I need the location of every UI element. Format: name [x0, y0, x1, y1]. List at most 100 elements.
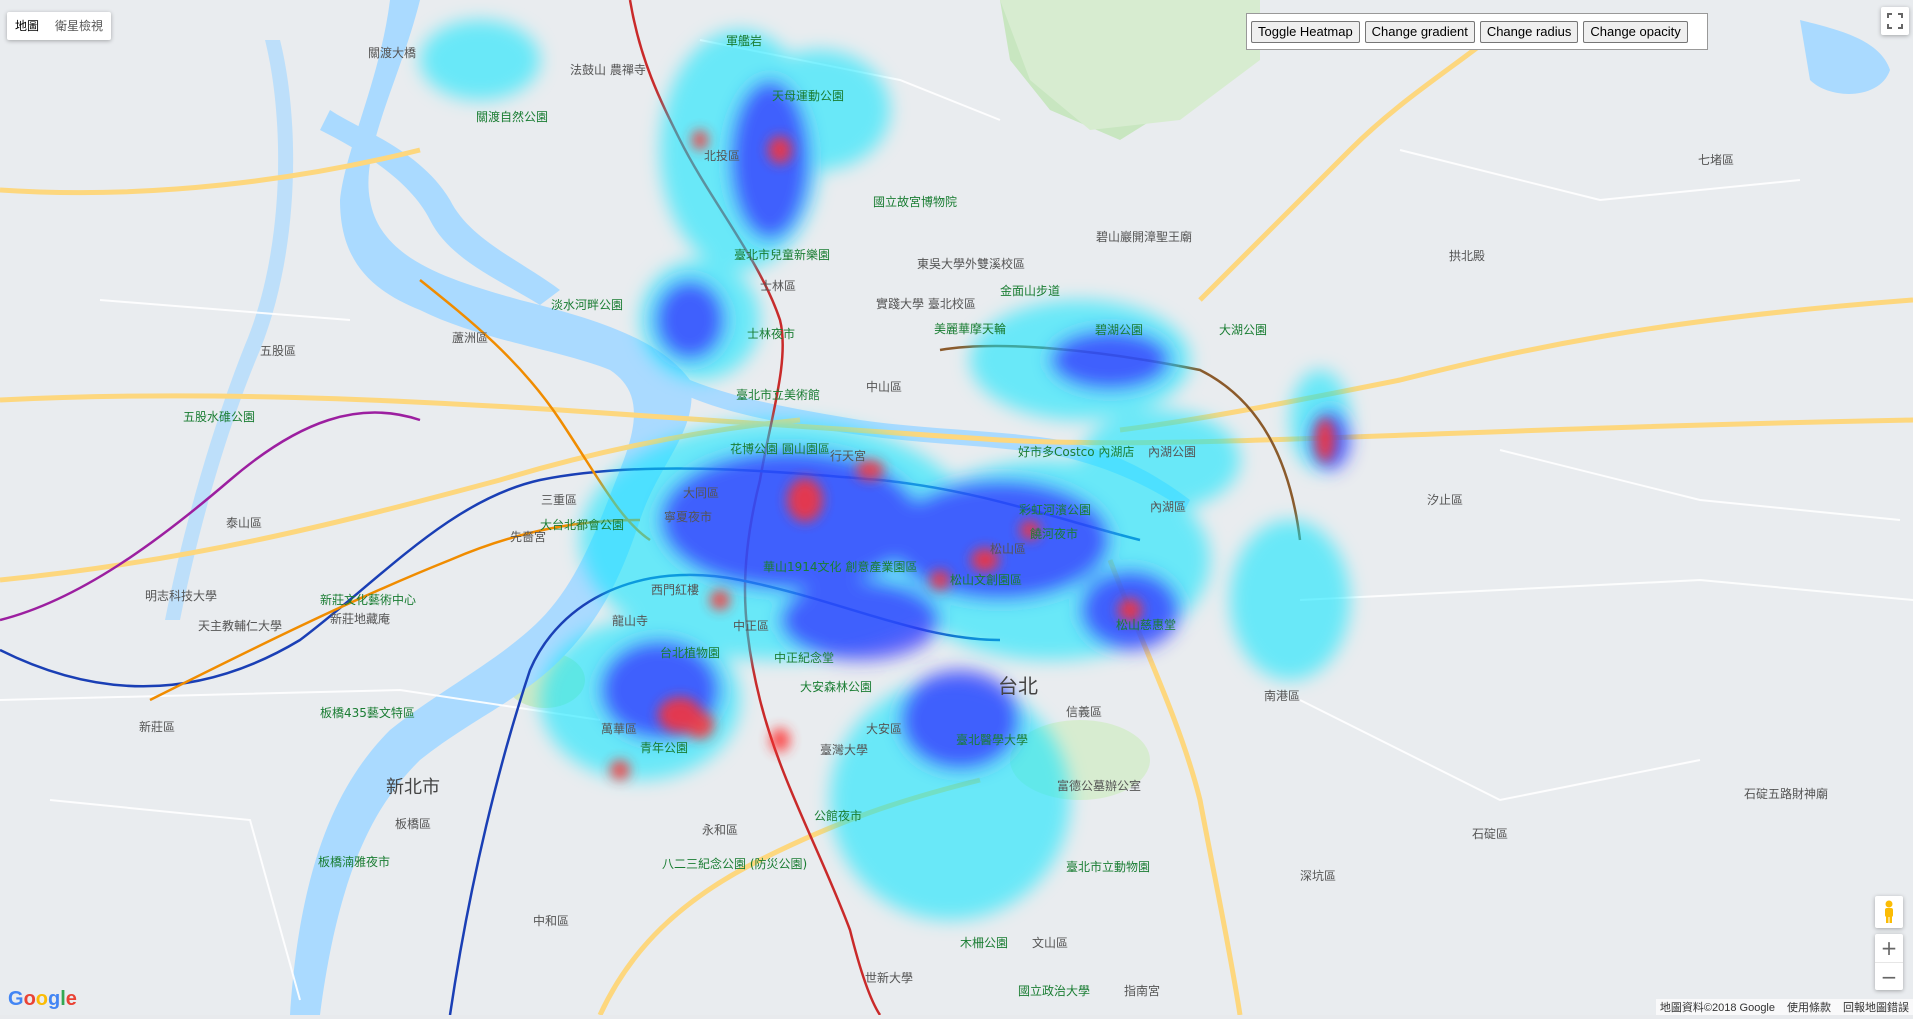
svg-text:五股水碓公園: 五股水碓公園	[183, 409, 255, 424]
svg-text:北投區: 北投區	[704, 148, 740, 163]
svg-text:軍艦岩: 軍艦岩	[726, 33, 762, 48]
google-logo: Google	[8, 988, 77, 1010]
svg-text:明志科技大學: 明志科技大學	[145, 589, 217, 603]
svg-text:大同區: 大同區	[683, 486, 719, 500]
terms-link[interactable]: 使用條款	[1787, 1002, 1831, 1014]
svg-text:士林區: 士林區	[760, 279, 796, 293]
svg-text:中正紀念堂: 中正紀念堂	[774, 650, 834, 665]
zoom-in-button[interactable]: +	[1875, 934, 1903, 963]
svg-text:臺北市立動物園: 臺北市立動物園	[1066, 859, 1150, 874]
svg-text:臺灣大學: 臺灣大學	[820, 742, 868, 757]
svg-text:西門紅樓: 西門紅樓	[651, 582, 699, 597]
svg-text:國立故宮博物院: 國立故宮博物院	[873, 194, 957, 209]
svg-text:松山文創園區: 松山文創園區	[950, 572, 1022, 587]
svg-text:關渡自然公園: 關渡自然公園	[476, 109, 548, 124]
change-opacity-button[interactable]: Change opacity	[1583, 20, 1688, 43]
svg-text:天母運動公園: 天母運動公園	[772, 89, 844, 103]
svg-text:內湖公園: 內湖公園	[1148, 444, 1196, 459]
place-labels: 關渡大橋 關渡自然公園 法鼓山 農禪寺 軍艦岩 天母運動公園 北投區 國立故宮博…	[139, 33, 1828, 998]
change-gradient-button[interactable]: Change gradient	[1364, 20, 1475, 43]
svg-text:台北植物園: 台北植物園	[660, 645, 720, 660]
svg-text:大安森林公園: 大安森林公園	[800, 679, 872, 694]
river-tamsui	[290, 0, 692, 1015]
svg-text:新莊區: 新莊區	[139, 719, 175, 734]
report-link[interactable]: 回報地圖錯誤	[1843, 1002, 1909, 1014]
svg-text:東吳大學外雙溪校區: 東吳大學外雙溪校區	[917, 256, 1025, 271]
svg-text:石碇五路財神廟: 石碇五路財神廟	[1744, 786, 1828, 801]
svg-text:中山區: 中山區	[866, 379, 902, 394]
svg-text:內湖區: 內湖區	[1150, 499, 1186, 514]
map-footer: 地圖資料©2018 Google 使用條款 回報地圖錯誤	[1655, 999, 1913, 1015]
toggle-heatmap-button[interactable]: Toggle Heatmap	[1251, 20, 1360, 43]
svg-text:龍山寺: 龍山寺	[612, 613, 648, 628]
svg-text:碧山巖開漳聖王廟: 碧山巖開漳聖王廟	[1096, 229, 1192, 244]
heatmap-layer	[420, 20, 1350, 920]
svg-text:好市多Costco 內湖店: 好市多Costco 內湖店	[1018, 444, 1134, 459]
svg-text:富德公墓辦公室: 富德公墓辦公室	[1057, 778, 1141, 793]
svg-text:先嗇宮: 先嗇宮	[510, 529, 546, 544]
svg-text:信義區: 信義區	[1066, 704, 1102, 719]
svg-text:板橋區: 板橋區	[395, 817, 431, 831]
svg-text:泰山區: 泰山區	[226, 516, 262, 530]
svg-text:士林夜市: 士林夜市	[747, 326, 795, 341]
river-keelung-east	[685, 380, 1190, 510]
zoom-control: + −	[1875, 934, 1903, 990]
zoom-out-button[interactable]: −	[1880, 965, 1898, 989]
svg-text:行天宮: 行天宮	[830, 448, 866, 463]
svg-text:臺北醫學大學: 臺北醫學大學	[956, 732, 1028, 747]
svg-text:台北: 台北	[998, 674, 1038, 698]
svg-text:三重區: 三重區	[541, 493, 577, 507]
svg-text:臺北市立美術館: 臺北市立美術館	[736, 387, 820, 402]
svg-text:新北市: 新北市	[386, 777, 440, 798]
svg-text:美麗華摩天輪: 美麗華摩天輪	[934, 321, 1006, 336]
fullscreen-button[interactable]	[1881, 7, 1909, 35]
fullscreen-icon	[1887, 13, 1903, 29]
attribution: 地圖資料©2018 Google	[1659, 1002, 1775, 1014]
svg-text:世新大學: 世新大學	[865, 970, 913, 985]
svg-text:指南宮: 指南宮	[1124, 983, 1160, 998]
svg-text:公館夜市: 公館夜市	[814, 808, 862, 823]
reservoir	[1800, 20, 1890, 94]
svg-text:松山慈惠堂: 松山慈惠堂	[1116, 617, 1176, 632]
svg-text:大台北都會公園: 大台北都會公園	[540, 517, 624, 532]
svg-text:法鼓山 農禪寺: 法鼓山 農禪寺	[570, 62, 646, 77]
svg-text:拱北殿: 拱北殿	[1449, 249, 1485, 263]
svg-text:天主教輔仁大學: 天主教輔仁大學	[198, 618, 282, 633]
svg-text:新莊文化藝術中心: 新莊文化藝術中心	[320, 592, 416, 607]
satellite-button[interactable]: 衛星檢視	[55, 19, 104, 33]
map-button[interactable]: 地圖	[15, 19, 40, 33]
svg-text:蘆洲區: 蘆洲區	[452, 331, 488, 345]
svg-text:新莊地藏庵: 新莊地藏庵	[330, 611, 390, 626]
svg-text:大湖公園: 大湖公園	[1219, 322, 1267, 337]
svg-text:關渡大橋: 關渡大橋	[368, 45, 416, 60]
svg-text:汐止區: 汐止區	[1427, 492, 1463, 507]
svg-text:寧夏夜市: 寧夏夜市	[664, 509, 712, 524]
svg-text:中正區: 中正區	[733, 618, 769, 633]
svg-text:八二三紀念公園 (防災公園): 八二三紀念公園 (防災公園)	[662, 856, 807, 871]
svg-text:文山區: 文山區	[1032, 935, 1068, 950]
svg-text:臺北市兒童新樂園: 臺北市兒童新樂園	[734, 247, 830, 262]
street-view-pegman[interactable]	[1875, 896, 1903, 928]
svg-text:七堵區: 七堵區	[1698, 153, 1734, 167]
svg-text:木柵公園: 木柵公園	[960, 936, 1008, 950]
pegman-icon	[1885, 900, 1893, 923]
svg-text:五股區: 五股區	[260, 344, 296, 358]
svg-text:饒河夜市: 饒河夜市	[1030, 526, 1078, 541]
svg-text:實踐大學 臺北校區: 實踐大學 臺北校區	[876, 296, 976, 311]
svg-text:花博公園 圓山園區: 花博公園 圓山園區	[730, 441, 830, 456]
svg-text:金面山步道: 金面山步道	[1000, 283, 1060, 298]
svg-text:中和區: 中和區	[533, 913, 569, 928]
map-type-control: 地圖 衛星檢視	[7, 12, 112, 40]
svg-text:大安區: 大安區	[866, 721, 902, 736]
svg-text:淡水河畔公園: 淡水河畔公園	[551, 298, 623, 312]
svg-text:彩虹河濱公園: 彩虹河濱公園	[1019, 503, 1091, 517]
svg-text:永和區: 永和區	[702, 823, 738, 837]
svg-text:南港區: 南港區	[1264, 688, 1300, 703]
svg-text:萬華區: 萬華區	[601, 722, 637, 736]
change-radius-button[interactable]: Change radius	[1479, 20, 1579, 43]
svg-text:青年公園: 青年公園	[640, 741, 688, 755]
svg-text:石碇區: 石碇區	[1472, 827, 1508, 841]
heatmap-hotspots	[610, 130, 1335, 780]
